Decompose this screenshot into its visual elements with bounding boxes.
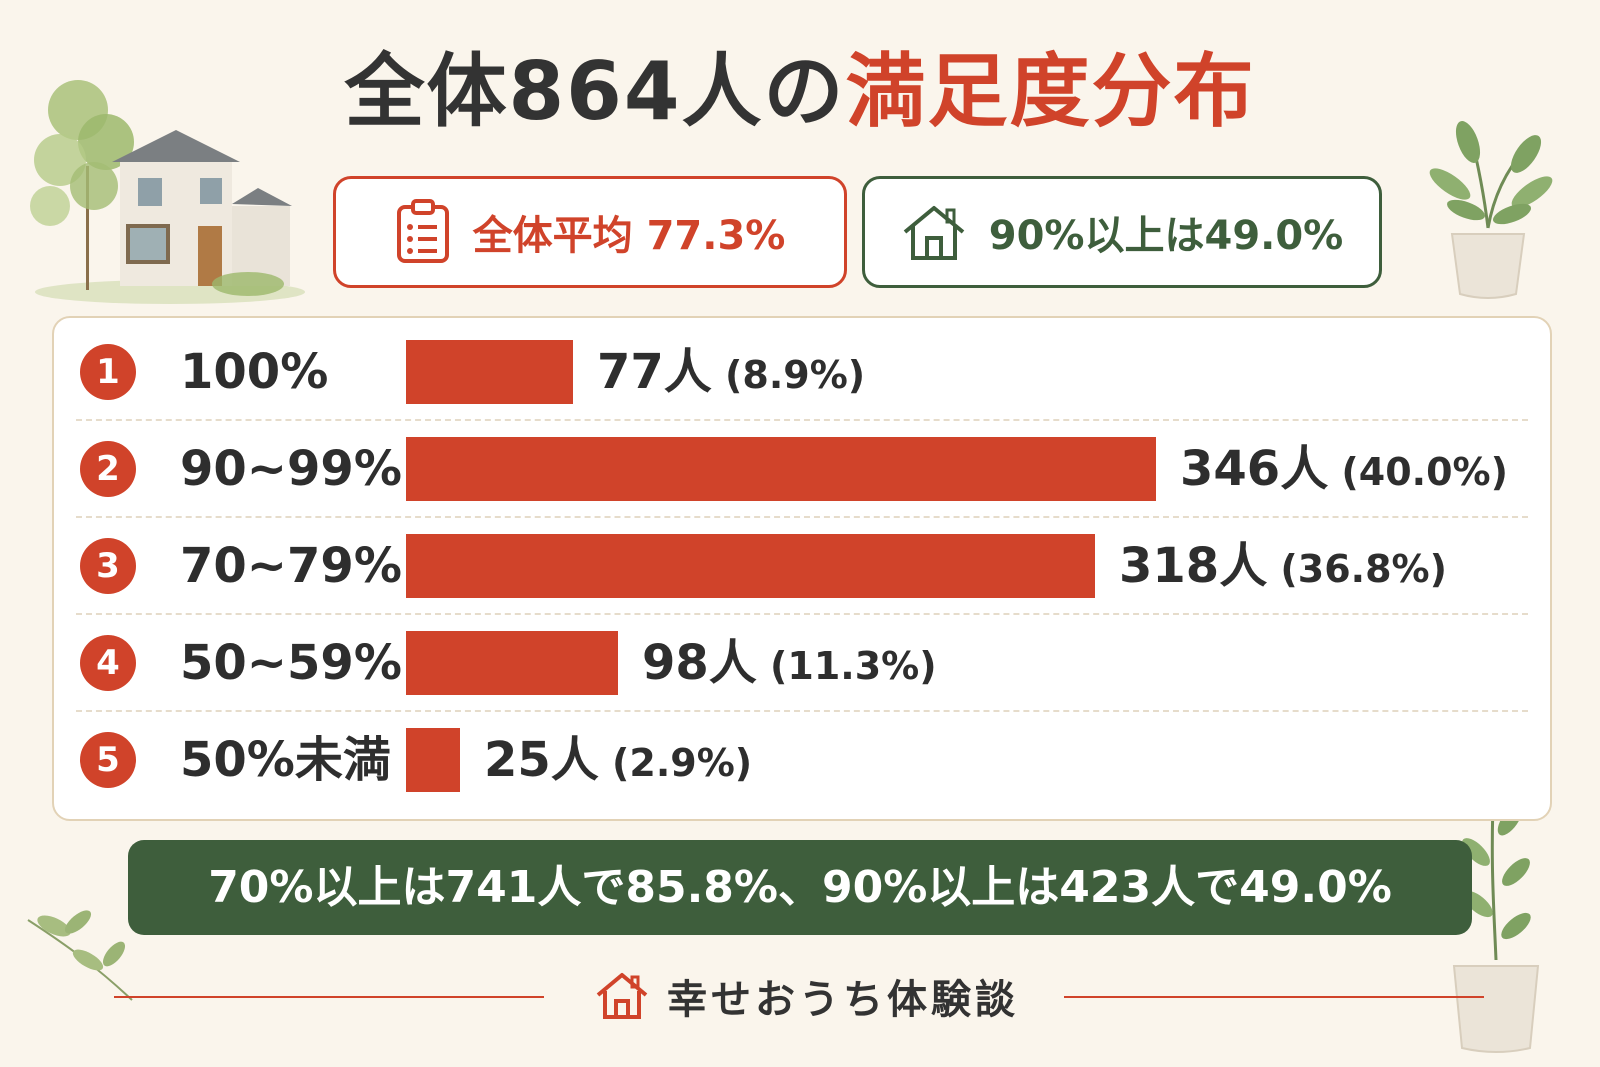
percent-value: (2.9%): [598, 741, 753, 785]
data-label: 98人 (11.3%): [642, 633, 937, 696]
chart-row: 2 90~99% 346人 (40.0%): [54, 419, 1550, 518]
category-label: 90~99%: [180, 441, 402, 497]
chart-row: 3 70~79% 318人 (36.8%): [54, 516, 1550, 615]
data-label: 77人 (8.9%): [597, 342, 865, 405]
count-value: 346人: [1180, 441, 1329, 497]
title-highlight: 満足度分布: [845, 45, 1256, 138]
percent-value: (8.9%): [711, 353, 866, 397]
count-value: 77人: [597, 344, 712, 400]
category-label: 70~79%: [180, 538, 402, 594]
clipboard-icon: [396, 199, 449, 263]
count-value: 318人: [1119, 538, 1268, 594]
rank-badge: 4: [80, 635, 136, 691]
percent-value: (11.3%): [756, 644, 937, 688]
data-label: 25人 (2.9%): [484, 730, 752, 793]
chart-bar: [406, 631, 618, 695]
count-value: 25人: [484, 732, 599, 788]
house-icon: [596, 973, 648, 1019]
chart-row: 1 100% 77人 (8.9%): [54, 322, 1550, 421]
title-main: 全体864人の: [344, 45, 846, 138]
data-label: 346人 (40.0%): [1180, 439, 1508, 502]
chart-bar: [406, 534, 1095, 598]
chart-bar: [406, 340, 573, 404]
category-label: 50~59%: [180, 635, 402, 691]
rank-badge: 5: [80, 732, 136, 788]
brand-name: 幸せおうち体験談: [667, 977, 1019, 1023]
rank-badge: 1: [80, 344, 136, 400]
house-tree-illustration: [30, 80, 305, 304]
potted-plant-illustration: [1429, 121, 1553, 299]
chart-bar: [406, 728, 460, 792]
leaf-branch-illustration: [27, 910, 133, 1001]
average-summary: 全体平均 77.3%: [333, 176, 847, 288]
footer-divider-left: [114, 996, 544, 998]
distribution-chart: 1 100% 77人 (8.9%) 2 90~99% 346人 (40.0%) 3 70~79…: [52, 316, 1552, 821]
chart-bar: [406, 437, 1156, 501]
footer-brand: 幸せおうち体験談: [562, 966, 1052, 1026]
percent-value: (40.0%): [1328, 450, 1508, 494]
summary-note: 70%以上は741人で85.8%、90%以上は423人で49.0%: [128, 840, 1472, 935]
page-title: 全体864人の満足度分布: [0, 52, 1600, 132]
category-label: 50%未満: [180, 732, 391, 788]
footer-divider-right: [1064, 996, 1484, 998]
data-label: 318人 (36.8%): [1119, 536, 1447, 599]
house-icon: [903, 206, 965, 260]
chart-row: 5 50%未満 25人 (2.9%): [54, 710, 1550, 808]
rank-badge: 2: [80, 441, 136, 497]
high-satisfaction-summary: 90%以上は49.0%: [862, 176, 1382, 288]
count-value: 98人: [642, 635, 757, 691]
average-text: 全体平均 77.3%: [472, 213, 786, 259]
rank-badge: 3: [80, 538, 136, 594]
chart-row: 4 50~59% 98人 (11.3%): [54, 613, 1550, 712]
high-text: 90%以上は49.0%: [988, 213, 1344, 259]
percent-value: (36.8%): [1267, 547, 1447, 591]
category-label: 100%: [180, 344, 329, 400]
